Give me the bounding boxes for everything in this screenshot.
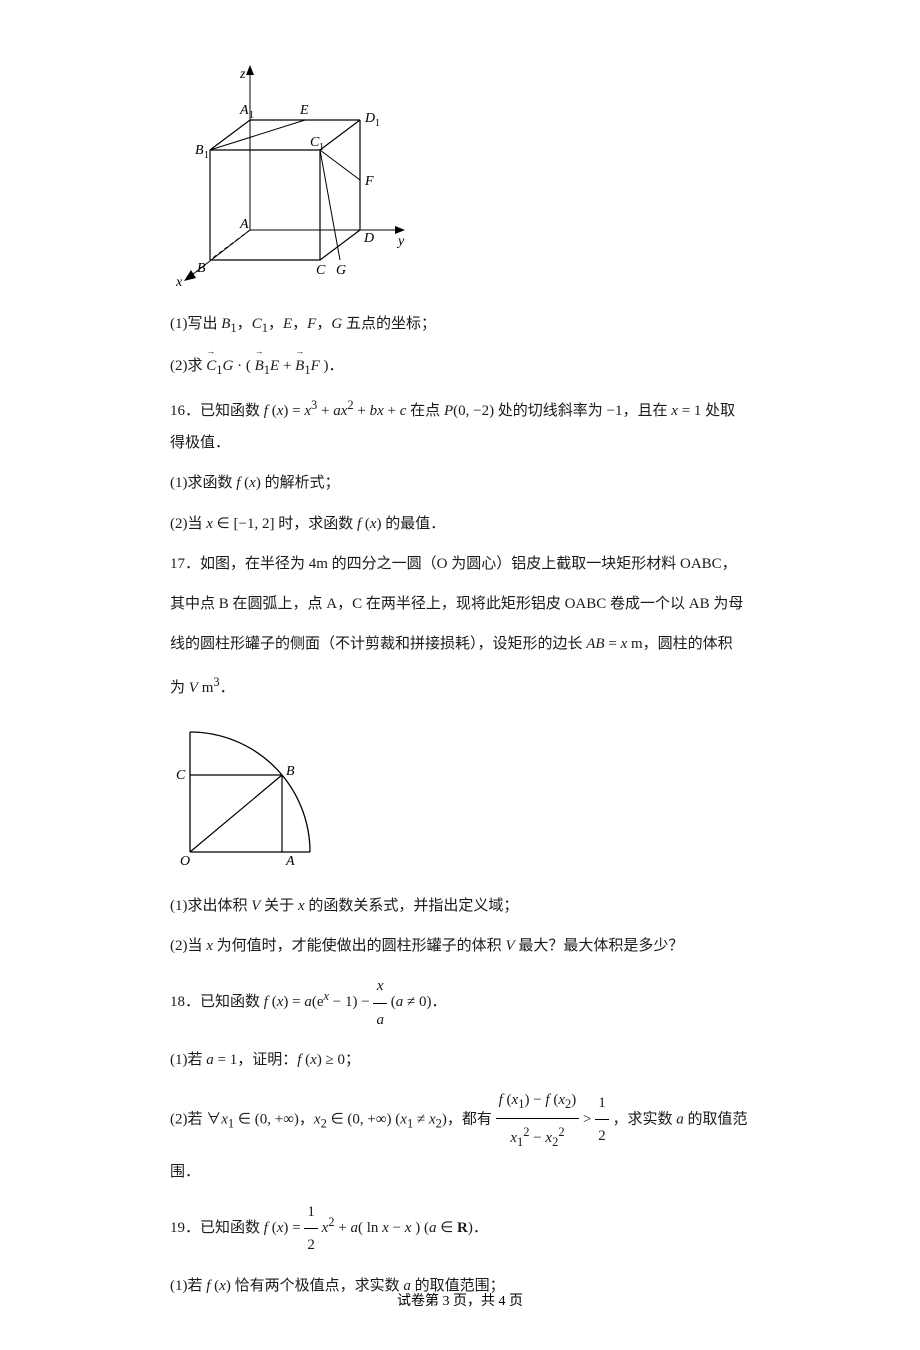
figure-cube: z y x (170, 60, 750, 290)
svg-text:C: C (176, 768, 186, 783)
svg-text:C: C (316, 263, 326, 278)
q18-part2: (2)若 ∀x1 ∈ (0, +∞)，x2 ∈ (0, +∞) (x1 ≠ x2… (170, 1084, 750, 1188)
svg-text:1: 1 (204, 150, 209, 161)
q15-part2: (2)求 →C1G · ( →B1E + →B1F )． (170, 350, 750, 384)
svg-text:O: O (180, 854, 190, 869)
q17-line3: 线的圆柱形罐子的侧面（不计剪裁和拼接损耗），设矩形的边长 AB = x m，圆柱… (170, 628, 750, 660)
figure-quarter-circle: O A B C (170, 712, 750, 872)
svg-text:G: G (336, 263, 346, 278)
q16-stem: 16．已知函数 f (x) = x3 + ax2 + bx + c 在点 P(0… (170, 392, 750, 460)
svg-text:A: A (239, 103, 249, 118)
svg-text:z: z (239, 67, 246, 82)
q17-line1: 17．如图，在半径为 4m 的四分之一圆（O 为圆心）铝皮上截取一块矩形材料 O… (170, 548, 750, 580)
q17-line2: 其中点 B 在圆弧上，点 A，C 在两半径上，现将此矩形铝皮 OABC 卷成一个… (170, 588, 750, 620)
page-footer: 试卷第 3 页，共 4 页 (0, 1290, 920, 1310)
svg-text:y: y (396, 234, 405, 249)
svg-text:1: 1 (249, 110, 254, 121)
q19-stem: 19．已知函数 f (x) = 1 2 x2 + a( ln x − x ) (… (170, 1196, 750, 1262)
page: z y x (0, 0, 920, 1350)
svg-text:1: 1 (375, 118, 380, 129)
svg-text:E: E (299, 103, 309, 118)
q17-line4: 为 V m3． (170, 669, 750, 704)
q18-part1: (1)若 a = 1，证明：f (x) ≥ 0； (170, 1044, 750, 1076)
q17-part1: (1)求出体积 V 关于 x 的函数关系式，并指出定义域； (170, 890, 750, 922)
svg-text:B: B (195, 143, 204, 158)
q17-part2: (2)当 x 为何值时，才能使做出的圆柱形罐子的体积 V 最大？最大体积是多少？ (170, 930, 750, 962)
q16-part1: (1)求函数 f (x) 的解析式； (170, 467, 750, 499)
svg-text:B: B (197, 261, 206, 276)
svg-text:x: x (175, 275, 183, 290)
svg-text:D: D (363, 231, 374, 246)
svg-text:D: D (364, 111, 375, 126)
q15-part1: (1)写出 B1，C1，E，F，G 五点的坐标； (170, 308, 750, 342)
svg-text:A: A (285, 854, 295, 869)
svg-text:1: 1 (319, 142, 324, 153)
svg-text:B: B (286, 764, 295, 779)
svg-text:F: F (364, 174, 374, 189)
q16-part2: (2)当 x ∈ [−1, 2] 时，求函数 f (x) 的最值． (170, 508, 750, 540)
q18-stem: 18．已知函数 f (x) = a(ex − 1) − x a (a ≠ 0)． (170, 970, 750, 1036)
svg-text:A: A (239, 217, 249, 232)
